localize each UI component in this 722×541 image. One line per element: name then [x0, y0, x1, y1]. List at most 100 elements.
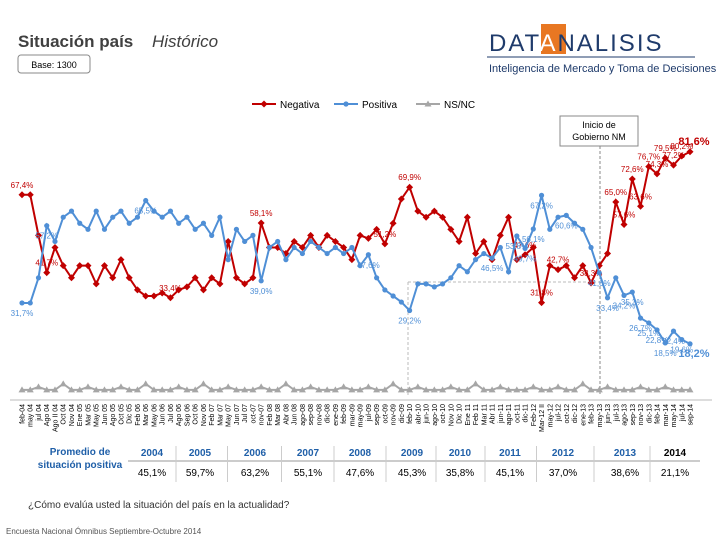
point [142, 380, 150, 387]
x-tick-label: jul-12 [556, 404, 563, 422]
point [126, 220, 132, 226]
point [653, 170, 661, 178]
point [249, 274, 257, 282]
data-label: 81,6% [678, 136, 709, 148]
point [547, 226, 553, 232]
point [555, 214, 561, 220]
point [209, 232, 215, 238]
x-tick-label: Ago 06 [176, 404, 183, 426]
x-tick-label: ago-13 [622, 404, 629, 426]
point [298, 386, 306, 393]
point [422, 386, 430, 393]
point [250, 232, 256, 238]
point [265, 386, 273, 393]
data-label: 60,6% [555, 221, 578, 230]
point [77, 220, 83, 226]
point [678, 152, 686, 160]
data-label: 25,1% [637, 329, 660, 338]
point [529, 244, 537, 251]
point [290, 237, 298, 245]
point [92, 386, 100, 393]
point [613, 275, 619, 281]
average: 55,1% [294, 468, 322, 479]
point [538, 192, 545, 198]
year: 2004 [141, 448, 164, 459]
point [274, 386, 282, 393]
point [496, 383, 504, 390]
data-label: 47,6% [357, 261, 380, 270]
point [324, 250, 330, 257]
point [183, 283, 191, 291]
point [158, 289, 166, 297]
point [529, 383, 537, 390]
data-label: 47,6% [514, 241, 537, 250]
x-tick-label: Feb 08 [267, 404, 274, 426]
point [199, 380, 207, 387]
point [299, 250, 305, 257]
point [200, 220, 207, 226]
point [191, 386, 199, 393]
data-label: 34,2% [613, 301, 636, 310]
point [208, 386, 216, 393]
legend-label: NS/NC [444, 100, 475, 111]
x-tick-label: jul-13 [613, 404, 620, 422]
x-tick-label: Mar-12 II [539, 404, 546, 432]
x-tick-label: jul-09 [366, 404, 373, 422]
x-tick-label: feb-10 [407, 404, 414, 424]
point [308, 238, 314, 245]
point [85, 226, 91, 232]
point [184, 214, 190, 220]
point [67, 386, 75, 393]
point [554, 383, 562, 390]
average: 63,2% [241, 468, 269, 479]
point [522, 245, 528, 252]
point [448, 275, 454, 281]
data-label: 65,5% [134, 207, 157, 216]
data-label: 76,7% [637, 153, 660, 162]
point [26, 386, 34, 393]
x-tick-label: Jul 07 [242, 404, 249, 423]
point [117, 383, 125, 390]
point [18, 386, 26, 393]
point [356, 386, 364, 393]
data-label: 42,7% [547, 256, 570, 265]
point [472, 250, 480, 258]
point [612, 198, 620, 206]
legend-label: Negativa [280, 100, 320, 111]
point [571, 386, 579, 393]
data-label: 31,7% [11, 309, 34, 318]
point [142, 292, 150, 300]
point [364, 383, 372, 390]
point [52, 238, 58, 245]
point [654, 327, 660, 333]
point [84, 383, 92, 390]
x-tick-label: May 06 [151, 404, 158, 427]
x-tick-label: sep-08 [308, 404, 315, 426]
x-tick-label: may 04 [28, 404, 35, 427]
x-tick-label: dic-13 [646, 404, 653, 423]
point [373, 225, 381, 233]
point [59, 262, 67, 270]
point [678, 386, 686, 393]
data-label: 65,0% [604, 188, 627, 197]
point [266, 244, 273, 251]
data-label: 56,1% [522, 235, 545, 244]
point [382, 287, 388, 293]
point [323, 231, 331, 239]
data-label: 80,2% [670, 142, 693, 151]
point [35, 275, 42, 281]
point [166, 294, 174, 302]
point [167, 208, 174, 214]
x-tick-label: Sep 06 [184, 404, 191, 426]
footer: Encuesta Nacional Ómnibus Septiembre-Oct… [6, 527, 202, 536]
x-tick-label: jul 04 [36, 404, 43, 422]
point [645, 163, 653, 171]
data-label: 19,6% [670, 346, 693, 355]
point [357, 263, 363, 269]
point [159, 214, 165, 220]
data-label: 79,5% [654, 144, 677, 153]
data-label: 33,4% [596, 304, 619, 313]
point [431, 284, 437, 290]
title: Situación país [18, 32, 133, 51]
point [505, 269, 512, 275]
